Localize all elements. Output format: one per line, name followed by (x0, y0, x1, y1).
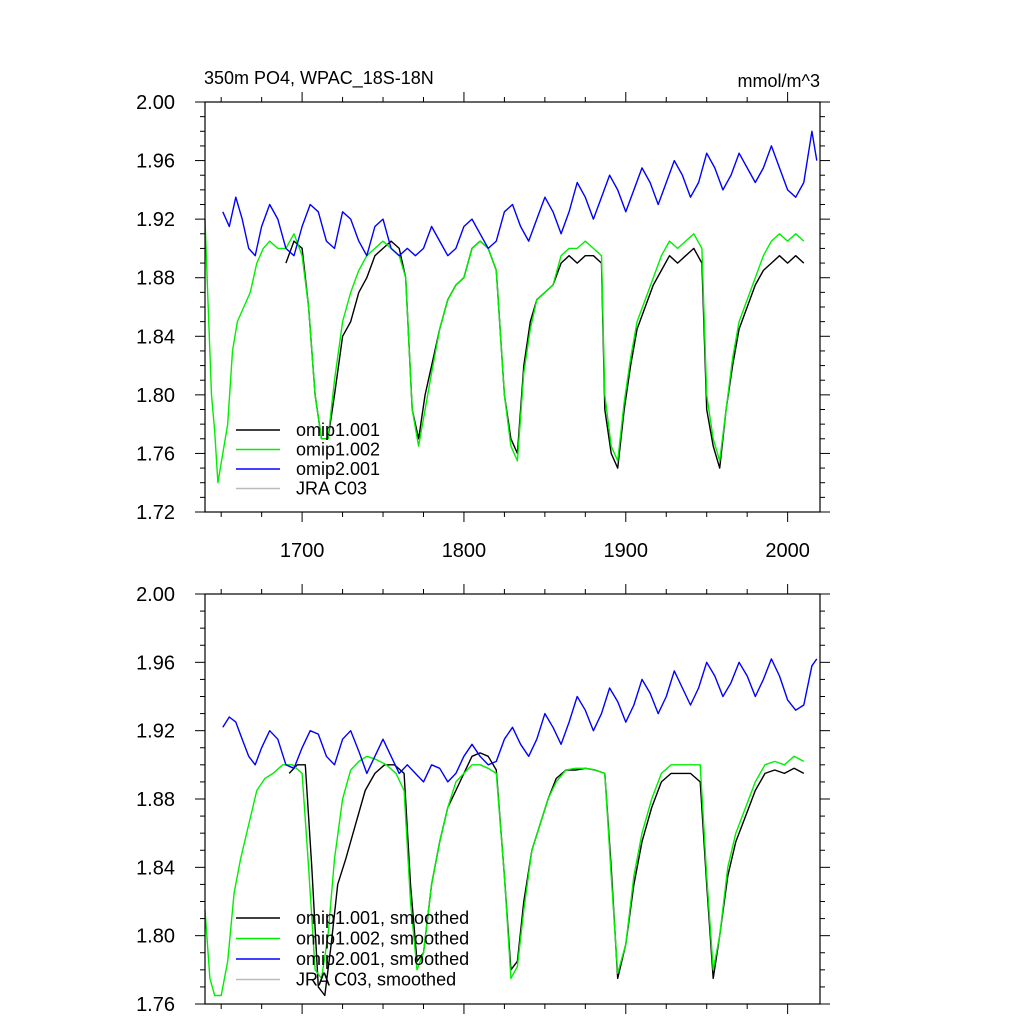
units-label: mmol/m^3 (738, 71, 820, 91)
y-tick-label: 1.92 (136, 721, 175, 743)
legend-label: omip1.001 (296, 420, 380, 440)
chart-title: 350m PO4, WPAC_18S-18N (204, 68, 434, 89)
x-tick-label: 1800 (442, 540, 487, 562)
legend-label: omip1.002, smoothed (296, 929, 469, 949)
y-tick-label: 1.84 (136, 857, 175, 879)
bottom-ticks-layer: 1.76 1.80 1.84 1.88 1.92 1.96 2.00 (136, 584, 830, 1016)
y-tick-label: 1.88 (136, 268, 175, 290)
y-tick-label: 1.88 (136, 789, 175, 811)
series-line-omip2-001-smoothed (222, 658, 818, 783)
legend-label: omip1.001, smoothed (296, 908, 469, 928)
y-tick-label: 1.76 (136, 994, 175, 1016)
legend-label: JRA C03, smoothed (296, 970, 456, 990)
top-series-layer (204, 130, 818, 484)
y-tick-label: 1.80 (136, 926, 175, 948)
top-panel: 350m PO4, WPAC_18S-18N mmol/m^3 1.72 1.76… (136, 68, 830, 562)
legend-label: omip2.001, smoothed (296, 949, 469, 969)
bottom-panel: 1.76 1.80 1.84 1.88 1.92 1.96 2.00 omip1.001, … (136, 584, 830, 1016)
y-tick-label: 1.72 (136, 502, 175, 524)
bottom-series-layer (204, 658, 818, 997)
series-line-omip1-002 (204, 219, 805, 484)
y-tick-label: 2.00 (136, 584, 175, 606)
top-ticks-layer: 1.72 1.76 1.80 1.84 1.88 1.92 1.96 2.00 1700 1800… (136, 92, 830, 562)
y-tick-label: 1.96 (136, 151, 175, 173)
series-line-omip2-001 (222, 130, 818, 257)
y-tick-label: 1.76 (136, 443, 175, 465)
y-tick-label: 1.92 (136, 209, 175, 231)
y-tick-label: 1.84 (136, 326, 175, 348)
x-tick-label: 1700 (280, 540, 325, 562)
x-tick-label: 1900 (604, 540, 649, 562)
y-tick-label: 1.80 (136, 385, 175, 407)
legend-label: omip2.001 (296, 459, 380, 479)
legend-label: JRA C03 (296, 479, 367, 499)
legend-label: omip1.002 (296, 440, 380, 460)
y-tick-label: 1.96 (136, 652, 175, 674)
y-tick-label: 2.00 (136, 92, 175, 114)
x-tick-label: 2000 (765, 540, 810, 562)
series-line-omip1-002-smoothed (204, 755, 805, 997)
